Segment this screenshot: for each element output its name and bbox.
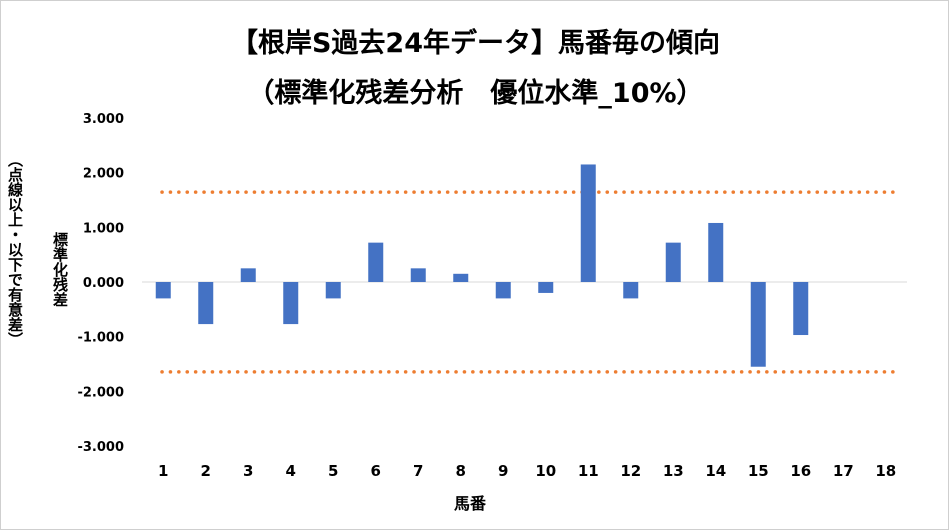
y-tick-label: -3.000 — [77, 440, 124, 455]
y-axis-label: 標準化残差 — [51, 232, 69, 307]
x-tick-label: 12 — [620, 462, 641, 480]
x-tick-label: 2 — [201, 462, 211, 480]
x-tick-label: 11 — [578, 462, 599, 480]
x-tick-label: 18 — [875, 462, 896, 480]
x-tick-label: 15 — [748, 462, 769, 480]
y-tick-label: 3.000 — [83, 112, 124, 127]
bar — [793, 282, 809, 336]
chart-subtitle: （標準化残差分析 優位水準_10%） — [247, 78, 704, 109]
bar — [155, 282, 171, 299]
bar — [750, 282, 766, 367]
bar — [453, 273, 469, 282]
y-tick-label: -2.000 — [77, 385, 124, 400]
x-tick-label: 17 — [833, 462, 854, 480]
bar — [665, 242, 681, 282]
bar — [580, 164, 596, 282]
x-tick-label: 14 — [705, 462, 726, 480]
bar — [368, 242, 384, 282]
bar — [708, 222, 724, 282]
x-tick-label: 10 — [535, 462, 556, 480]
x-tick-label: 6 — [371, 462, 381, 480]
bar — [538, 282, 554, 293]
bar — [623, 282, 639, 299]
x-tick-label: 8 — [456, 462, 466, 480]
x-axis-label: 馬番 — [453, 494, 486, 513]
bar — [240, 268, 256, 282]
x-tick-label: 3 — [243, 462, 253, 480]
x-tick-label: 13 — [663, 462, 684, 480]
y-axis-note: （点線以上・以下で有意差） — [6, 152, 24, 347]
x-tick-label: 5 — [328, 462, 338, 480]
x-tick-label: 7 — [413, 462, 423, 480]
bar — [325, 282, 341, 299]
x-tick-label: 16 — [790, 462, 811, 480]
bar — [495, 282, 511, 299]
y-tick-label: 1.000 — [83, 221, 124, 236]
bar — [198, 282, 214, 325]
x-tick-label: 9 — [498, 462, 508, 480]
x-tick-label: 4 — [286, 462, 296, 480]
y-tick-label: 0.000 — [83, 276, 124, 291]
y-tick-label: -1.000 — [77, 331, 124, 346]
x-tick-label: 1 — [158, 462, 168, 480]
y-tick-label: 2.000 — [83, 167, 124, 182]
chart-title: 【根岸S過去24年データ】馬番毎の傾向 — [230, 28, 721, 59]
bar — [410, 268, 426, 282]
bar — [283, 282, 299, 325]
